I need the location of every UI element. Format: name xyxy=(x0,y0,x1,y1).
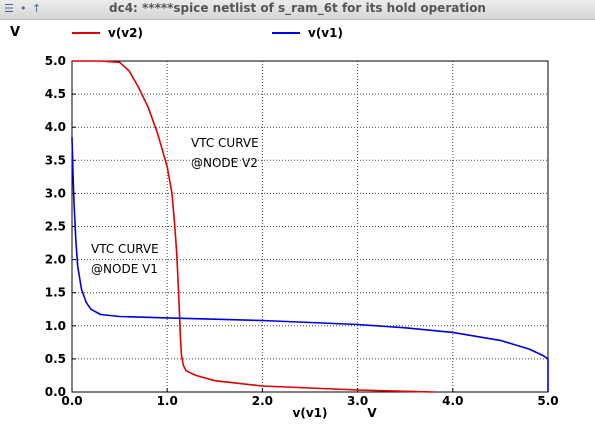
legend-label: v(v1) xyxy=(308,26,343,40)
y-tick-label: 0.5 xyxy=(45,352,66,366)
x-tick-label: 5.0 xyxy=(537,394,558,408)
x-tick-label: 3.0 xyxy=(347,394,368,408)
y-tick-label: 1.0 xyxy=(45,319,66,333)
y-tick-label: 2.0 xyxy=(45,253,66,267)
y-axis-label: V xyxy=(10,25,20,40)
y-tick-label: 0.0 xyxy=(45,385,66,399)
up-arrow-icon[interactable]: ↑ xyxy=(32,2,42,15)
window-title-bar: ☰ • ↑ dc4: *****spice netlist of s_ram_6… xyxy=(0,0,595,20)
series-line-vv2 xyxy=(72,60,434,393)
annotation-text: VTC CURVE xyxy=(91,242,159,256)
y-tick-label: 1.5 xyxy=(45,286,66,300)
annotation-text: @NODE V2 xyxy=(191,156,258,170)
series-line-vv1 xyxy=(71,137,549,392)
y-tick-label: 3.0 xyxy=(45,186,66,200)
vtc-chart: 0.0 1.0 2.0 3.0 4.0 5.0 0.0 0.5 1.0 1.5 2.0 2.5 3.0 3… xyxy=(10,25,559,420)
y-tick-label: 4.0 xyxy=(45,120,66,134)
y-tick-label: 5.0 xyxy=(45,54,66,68)
y-tick-label: 2.5 xyxy=(45,220,66,234)
annotation-text: @NODE V1 xyxy=(91,262,158,276)
annotation-text: VTC CURVE xyxy=(191,136,259,150)
x-tick-label: 1.0 xyxy=(157,394,178,408)
window-title: dc4: *****spice netlist of s_ram_6t for … xyxy=(109,1,486,15)
dot-icon[interactable]: • xyxy=(20,2,27,15)
legend-label: v(v2) xyxy=(108,26,143,40)
x-axis-label: v(v1) xyxy=(293,406,328,420)
y-tick-label: 3.5 xyxy=(45,153,66,167)
y-tick-label: 4.5 xyxy=(45,87,66,101)
x-tick-label: 2.0 xyxy=(252,394,273,408)
x-tick-label: 4.0 xyxy=(442,394,463,408)
menu-icon[interactable]: ☰ xyxy=(4,2,14,15)
x-axis-unit: V xyxy=(367,406,377,420)
x-tick-label: 0.0 xyxy=(61,394,82,408)
